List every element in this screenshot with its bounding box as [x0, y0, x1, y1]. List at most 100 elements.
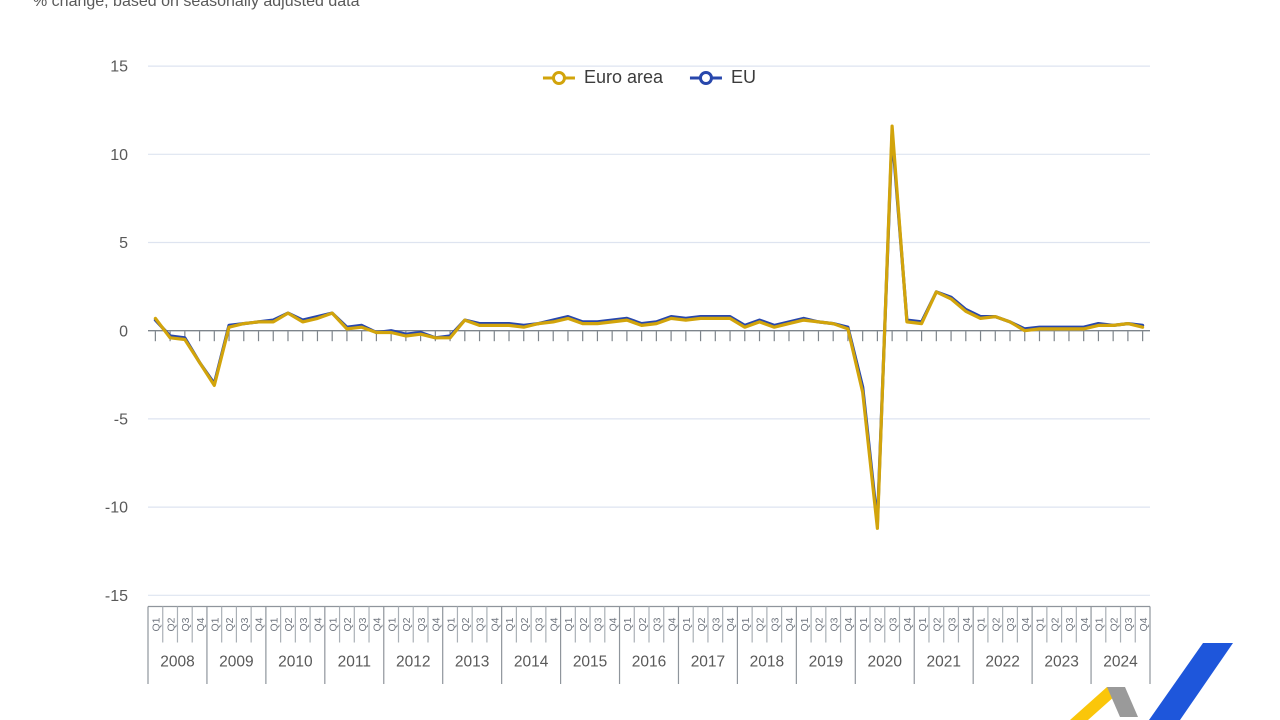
svg-text:Q2: Q2 [401, 617, 413, 631]
svg-text:Q1: Q1 [1094, 617, 1106, 631]
svg-text:Q1: Q1 [151, 617, 163, 631]
svg-text:2018: 2018 [750, 653, 784, 670]
x-axis-label-table: Q1 Q2 Q3 Q4 Q1 Q2 Q3 Q4 Q1 Q2 Q3 Q4 Q1 Q2 Q3 Q4 Q1 Q2 Q3 Q4… [147, 605, 1151, 684]
svg-text:Q1: Q1 [327, 617, 339, 631]
svg-text:Q2: Q2 [224, 617, 236, 631]
svg-text:Q3: Q3 [828, 617, 840, 631]
svg-text:2021: 2021 [926, 653, 960, 670]
svg-text:Q4: Q4 [961, 617, 973, 631]
svg-text:Q4: Q4 [784, 617, 796, 631]
logo-blue-shape [1149, 643, 1233, 720]
svg-text:Q4: Q4 [195, 617, 207, 631]
svg-text:Q2: Q2 [696, 617, 708, 631]
svg-text:Q2: Q2 [460, 617, 472, 631]
eu-line [153, 131, 1145, 525]
euro-area-line [153, 124, 1145, 530]
svg-text:2016: 2016 [632, 653, 666, 670]
svg-text:Q3: Q3 [769, 617, 781, 631]
svg-text:2020: 2020 [868, 653, 903, 670]
svg-text:Q3: Q3 [1123, 617, 1135, 631]
svg-text:Q2: Q2 [342, 617, 354, 631]
svg-text:Q3: Q3 [416, 617, 428, 631]
svg-text:Q1: Q1 [504, 617, 516, 631]
svg-text:Q4: Q4 [254, 617, 266, 631]
svg-text:Q3: Q3 [180, 617, 192, 631]
svg-text:2024: 2024 [1103, 653, 1138, 670]
svg-text:Q2: Q2 [755, 617, 767, 631]
svg-text:15: 15 [110, 59, 128, 76]
svg-text:2019: 2019 [809, 653, 843, 670]
svg-text:Q2: Q2 [1049, 617, 1061, 631]
svg-text:Q2: Q2 [990, 617, 1002, 631]
svg-text:2012: 2012 [396, 653, 430, 670]
svg-text:Q2: Q2 [283, 617, 295, 631]
svg-text:Q3: Q3 [652, 617, 664, 631]
eu-line-marker-icon [690, 70, 723, 85]
svg-text:Q2: Q2 [932, 617, 944, 631]
svg-text:Q4: Q4 [1079, 617, 1091, 631]
svg-text:2008: 2008 [160, 653, 194, 670]
svg-text:10: 10 [110, 147, 128, 164]
svg-text:Q2: Q2 [814, 617, 826, 631]
svg-text:Q2: Q2 [873, 617, 885, 631]
svg-text:Q1: Q1 [386, 617, 398, 631]
euro-area-line-marker-icon [542, 70, 575, 85]
svg-text:Q4: Q4 [902, 617, 914, 631]
y-axis-labels: 15 10 5 0 -5 -10 -15 [105, 59, 128, 605]
svg-text:Q4: Q4 [372, 617, 384, 631]
svg-text:Q3: Q3 [1064, 617, 1076, 631]
svg-text:2015: 2015 [573, 653, 607, 670]
svg-text:2022: 2022 [985, 653, 1019, 670]
svg-text:Q3: Q3 [534, 617, 546, 631]
svg-text:Q1: Q1 [799, 617, 811, 631]
svg-text:Q4: Q4 [843, 617, 855, 631]
svg-text:2011: 2011 [338, 653, 371, 670]
svg-text:Q2: Q2 [637, 617, 649, 631]
svg-text:Q1: Q1 [563, 617, 575, 631]
svg-text:Q4: Q4 [313, 617, 325, 631]
svg-text:Q3: Q3 [1005, 617, 1017, 631]
svg-text:2017: 2017 [691, 653, 725, 670]
svg-text:Q1: Q1 [268, 617, 280, 631]
svg-text:Q1: Q1 [917, 617, 929, 631]
svg-text:Q3: Q3 [357, 617, 369, 631]
svg-text:Q3: Q3 [239, 617, 251, 631]
svg-text:Q3: Q3 [887, 617, 899, 631]
logo-gray-shape [1107, 687, 1138, 717]
legend-label-euro-area: Euro area [583, 67, 664, 87]
svg-text:Q4: Q4 [1020, 617, 1032, 631]
chart-subtitle: % change, based on seasonally adjusted d… [33, 0, 360, 10]
svg-text:-15: -15 [105, 588, 128, 605]
svg-text:Q3: Q3 [710, 617, 722, 631]
svg-text:2009: 2009 [219, 653, 253, 670]
svg-text:Q4: Q4 [666, 617, 678, 631]
legend-item-euro-area[interactable]: Euro area [542, 67, 663, 88]
svg-text:Q4: Q4 [489, 617, 501, 631]
svg-text:Q1: Q1 [681, 617, 693, 631]
svg-text:2010: 2010 [278, 653, 313, 670]
svg-text:Q1: Q1 [209, 617, 221, 631]
svg-text:Q4: Q4 [725, 617, 737, 631]
svg-text:-5: -5 [114, 412, 128, 429]
y-gridlines [148, 65, 1150, 596]
chart-legend: Euro area EU [542, 67, 756, 88]
svg-text:Q3: Q3 [593, 617, 605, 631]
legend-item-eu[interactable]: EU [689, 67, 756, 88]
svg-text:Q1: Q1 [1035, 617, 1047, 631]
svg-text:Q4: Q4 [548, 617, 560, 631]
svg-text:Q4: Q4 [607, 617, 619, 631]
svg-text:Q1: Q1 [622, 617, 634, 631]
svg-text:Q1: Q1 [858, 617, 870, 631]
svg-text:0: 0 [119, 323, 128, 340]
svg-text:Q2: Q2 [165, 617, 177, 631]
svg-text:Q3: Q3 [298, 617, 310, 631]
svg-text:Q1: Q1 [445, 617, 457, 631]
svg-text:Q3: Q3 [946, 617, 958, 631]
svg-text:2013: 2013 [455, 653, 489, 670]
svg-text:5: 5 [119, 235, 128, 252]
svg-text:Q2: Q2 [578, 617, 590, 631]
legend-label-eu: EU [731, 67, 757, 87]
svg-text:2014: 2014 [514, 653, 549, 670]
